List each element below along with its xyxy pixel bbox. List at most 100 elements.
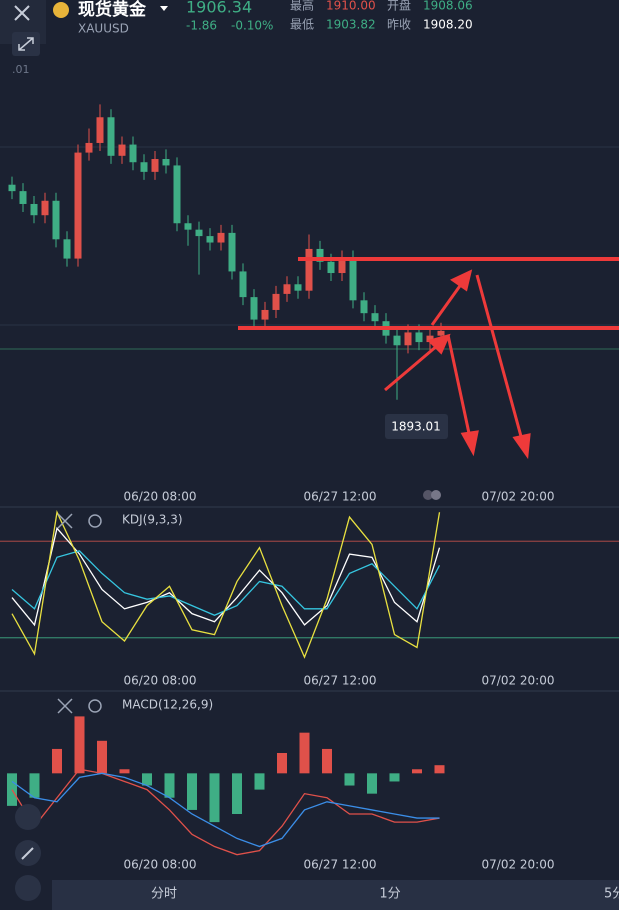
candle-body: [316, 248, 324, 262]
stat-value: 1908.20: [423, 18, 473, 32]
macd-line: [11, 768, 440, 856]
time-label: 06/20 08:00: [124, 858, 197, 872]
candle-body: [173, 165, 181, 224]
candle-body: [404, 332, 412, 346]
marks: [0, 104, 619, 856]
macd-bar: [434, 765, 445, 774]
candle-body: [107, 117, 115, 156]
candle-body: [63, 239, 71, 259]
candle-body: [437, 330, 445, 336]
stat-label: 开盘: [387, 0, 411, 13]
candle-body: [349, 258, 357, 301]
settings-icon[interactable]: [88, 699, 102, 713]
macd-bar: [254, 773, 265, 790]
time-label: 06/20 08:00: [124, 674, 197, 688]
candle-body: [74, 152, 82, 259]
candle-body: [415, 332, 423, 343]
price-axis-fragment: .01: [12, 63, 30, 76]
candle-body: [195, 229, 203, 237]
time-label: 07/02 20:00: [482, 674, 555, 688]
macd-bar: [277, 753, 287, 774]
change: -1.86: [186, 19, 217, 33]
candle-body: [140, 162, 148, 172]
candle-body: [96, 117, 104, 143]
close-indicator[interactable]: [57, 698, 73, 714]
indicator-title: KDJ(9,3,3): [122, 513, 183, 527]
symbol: XAUUSD: [78, 22, 129, 36]
candle-body: [261, 309, 269, 320]
low-marker: [385, 414, 448, 439]
stat-label: 昨收: [387, 18, 411, 32]
candle-body: [206, 236, 214, 243]
candle-body: [283, 284, 291, 294]
candle-body: [118, 144, 126, 156]
macd-bar: [344, 773, 355, 786]
candle-body: [239, 271, 247, 298]
candle-body: [184, 223, 192, 230]
candle-body: [41, 200, 49, 216]
dropdown-icon[interactable]: [160, 6, 168, 11]
scroll-dot[interactable]: [423, 490, 433, 500]
macd-bar: [299, 732, 310, 774]
macd-bar: [322, 748, 332, 774]
candle-body: [294, 284, 302, 291]
low-marker-label: 1893.01: [391, 420, 441, 434]
candle-body: [19, 191, 27, 204]
candle-body: [228, 232, 236, 272]
gold-icon: [53, 2, 69, 18]
time-label: 07/02 20:00: [482, 858, 555, 872]
expand-icon: [18, 37, 34, 51]
candle-body: [371, 313, 379, 322]
candle-body: [360, 300, 368, 314]
candle-body: [250, 297, 258, 320]
macd-bar: [389, 773, 400, 782]
macd-bar: [52, 748, 62, 774]
indicator-title: MACD(12,26,9): [122, 698, 213, 712]
macd-bar: [412, 769, 422, 774]
macd-bar: [119, 769, 130, 774]
candle-body: [338, 258, 346, 274]
time-label: 06/27 12:00: [304, 858, 377, 872]
macd-bar: [29, 773, 40, 798]
candle-body: [85, 142, 93, 153]
stat-value: 1903.82: [326, 18, 376, 32]
close-icon: [14, 5, 30, 21]
time-label: 06/27 12:00: [304, 674, 377, 688]
scroll-dot[interactable]: [431, 490, 441, 500]
candle-body: [8, 184, 16, 192]
macd-line: [11, 772, 440, 848]
settings-icon[interactable]: [88, 514, 102, 528]
kdj-line: [11, 510, 441, 659]
period-bar: [52, 880, 619, 910]
candle-body: [151, 159, 159, 172]
macd-bar: [164, 773, 175, 798]
time-label: 06/27 12:00: [304, 490, 377, 504]
change-pct: -0.10%: [231, 19, 273, 33]
candle-body: [162, 159, 170, 166]
macd-bar: [232, 773, 242, 814]
macd-bar: [367, 773, 377, 794]
tool-button[interactable]: [15, 875, 41, 901]
candle-body: [327, 261, 335, 274]
period-tab[interactable]: 5分: [604, 887, 619, 902]
time-label: 06/20 08:00: [124, 490, 197, 504]
candle-body: [30, 203, 38, 216]
candle-body: [129, 144, 137, 163]
period-tab[interactable]: 分时: [151, 887, 177, 902]
candle-body: [272, 293, 280, 310]
price: 1906.34: [186, 0, 252, 17]
stat-label: 最高: [290, 0, 314, 13]
name: 现货黄金: [78, 0, 147, 20]
tool-button[interactable]: [15, 804, 41, 830]
macd-bar: [187, 773, 197, 810]
kdj-line: [11, 550, 441, 616]
macd-bar: [209, 773, 220, 823]
period-tab[interactable]: 1分: [379, 887, 400, 902]
candle-body: [426, 335, 434, 343]
candle-body: [52, 200, 60, 240]
macd-bar: [97, 740, 107, 774]
close-indicator[interactable]: [57, 513, 73, 529]
stat-value: 1910.00: [326, 0, 376, 13]
candle-body: [393, 335, 401, 346]
